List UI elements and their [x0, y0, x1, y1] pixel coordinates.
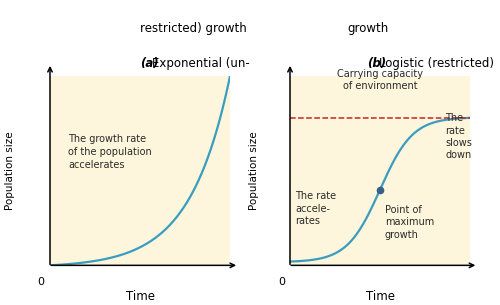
Text: 0: 0 — [38, 277, 44, 287]
Text: Population size: Population size — [249, 131, 259, 210]
Text: The growth rate
of the population
accelerates: The growth rate of the population accele… — [68, 134, 152, 170]
Text: growth: growth — [347, 22, 388, 35]
Text: Point of
maximum
growth: Point of maximum growth — [385, 205, 434, 240]
Text: The
rate
slows
down: The rate slows down — [446, 113, 472, 160]
Text: (b): (b) — [368, 57, 386, 70]
Text: Exponential (un-: Exponential (un- — [152, 57, 250, 70]
Text: Time: Time — [126, 290, 154, 303]
Text: Logistic (restricted): Logistic (restricted) — [379, 57, 494, 70]
Text: The rate
accele-
rates: The rate accele- rates — [295, 191, 336, 226]
Text: Population size: Population size — [6, 131, 16, 210]
Text: restricted) growth: restricted) growth — [140, 22, 247, 35]
Text: Time: Time — [366, 290, 394, 303]
Text: 0: 0 — [278, 277, 285, 287]
Text: (a): (a) — [140, 57, 158, 70]
Text: Carrying capacity
of environment: Carrying capacity of environment — [337, 69, 423, 92]
